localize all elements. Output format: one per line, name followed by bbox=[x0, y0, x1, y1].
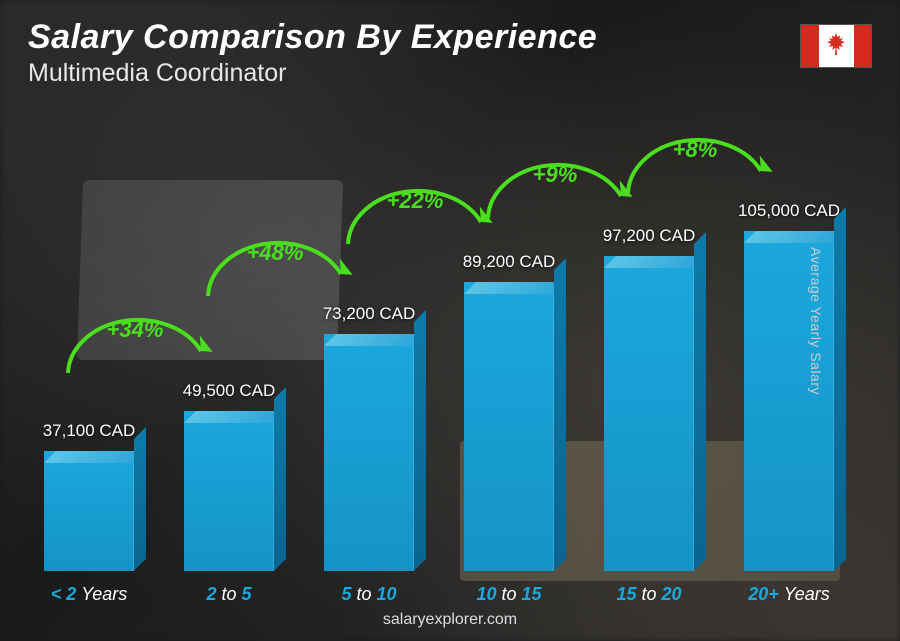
x-axis-label: 5 to 10 bbox=[341, 584, 396, 605]
bar-top-face bbox=[464, 282, 566, 294]
bar-value-label: 37,100 CAD bbox=[43, 421, 136, 441]
bar bbox=[464, 282, 554, 571]
bar-group: 49,500 CAD2 to 5+34% bbox=[168, 120, 290, 571]
bar-side-face bbox=[414, 310, 426, 571]
bar-side-face bbox=[274, 387, 286, 571]
x-axis-label: < 2 Years bbox=[51, 584, 128, 605]
page-title: Salary Comparison By Experience bbox=[28, 18, 872, 57]
footer-attribution: salaryexplorer.com bbox=[0, 611, 900, 629]
bar-front-face bbox=[464, 282, 554, 571]
flag-stripe-center bbox=[819, 25, 854, 67]
bar-front-face bbox=[44, 451, 134, 571]
bar bbox=[184, 411, 274, 571]
country-flag bbox=[800, 24, 872, 68]
bar-side-face bbox=[694, 232, 706, 571]
bar-side-face bbox=[834, 207, 846, 571]
flag-stripe-right bbox=[854, 25, 872, 67]
bar bbox=[44, 451, 134, 571]
bar-group: 73,200 CAD5 to 10+48% bbox=[308, 120, 430, 571]
bar bbox=[324, 334, 414, 571]
page-subtitle: Multimedia Coordinator bbox=[28, 59, 872, 88]
bar-value-label: 89,200 CAD bbox=[463, 252, 556, 272]
bar-group: 97,200 CAD15 to 20+9% bbox=[588, 120, 710, 571]
bar-group: 105,000 CAD20+ Years+8% bbox=[728, 120, 850, 571]
bar-value-label: 49,500 CAD bbox=[183, 381, 276, 401]
x-axis-label: 20+ Years bbox=[748, 584, 830, 605]
bar-side-face bbox=[134, 427, 146, 571]
x-axis-label: 2 to 5 bbox=[206, 584, 251, 605]
infographic-container: Salary Comparison By Experience Multimed… bbox=[0, 0, 900, 641]
bar-front-face bbox=[184, 411, 274, 571]
bar-top-face bbox=[604, 256, 706, 268]
bar-group: 89,200 CAD10 to 15+22% bbox=[448, 120, 570, 571]
bar-top-face bbox=[324, 334, 426, 346]
bar-chart: 37,100 CAD< 2 Years49,500 CAD2 to 5+34%7… bbox=[28, 120, 850, 571]
x-axis-label: 15 to 20 bbox=[616, 584, 681, 605]
x-axis-label: 10 to 15 bbox=[476, 584, 541, 605]
flag-stripe-left bbox=[801, 25, 819, 67]
bar-value-label: 105,000 CAD bbox=[738, 201, 840, 221]
maple-leaf-icon bbox=[826, 33, 846, 60]
bar bbox=[604, 256, 694, 571]
bar-value-label: 73,200 CAD bbox=[323, 304, 416, 324]
bar-value-label: 97,200 CAD bbox=[603, 226, 696, 246]
bar-front-face bbox=[324, 334, 414, 571]
bar-side-face bbox=[554, 258, 566, 571]
bar-top-face bbox=[744, 231, 846, 243]
bar-top-face bbox=[184, 411, 286, 423]
bar-front-face bbox=[604, 256, 694, 571]
y-axis-label: Average Yearly Salary bbox=[808, 247, 824, 395]
bar-group: 37,100 CAD< 2 Years bbox=[28, 120, 150, 571]
header: Salary Comparison By Experience Multimed… bbox=[28, 18, 872, 88]
bar-top-face bbox=[44, 451, 146, 463]
